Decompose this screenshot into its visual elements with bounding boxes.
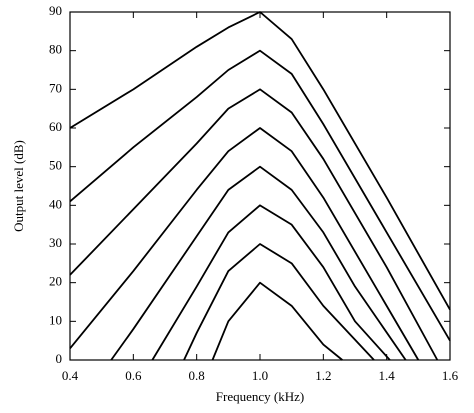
y-tick-label: 10 bbox=[49, 312, 62, 327]
curve bbox=[151, 204, 391, 361]
curve bbox=[211, 281, 343, 361]
curve bbox=[110, 165, 407, 361]
y-tick-label: 20 bbox=[49, 274, 62, 289]
x-tick-label: 1.2 bbox=[315, 368, 331, 383]
curve bbox=[69, 127, 420, 361]
y-tick-label: 90 bbox=[49, 3, 62, 18]
curve bbox=[183, 243, 375, 361]
x-axis-label: Frequency (kHz) bbox=[216, 389, 304, 404]
y-tick-label: 30 bbox=[49, 235, 62, 250]
curve bbox=[69, 49, 451, 342]
curve bbox=[69, 88, 439, 361]
y-tick-label: 50 bbox=[49, 158, 62, 173]
x-tick-label: 0.8 bbox=[189, 368, 205, 383]
x-tick-label: 0.6 bbox=[125, 368, 142, 383]
x-tick-label: 1.0 bbox=[252, 368, 268, 383]
x-tick-label: 1.6 bbox=[442, 368, 459, 383]
y-axis-label: Output level (dB) bbox=[11, 140, 26, 232]
curve bbox=[69, 11, 451, 311]
plot-frame bbox=[69, 11, 451, 361]
x-tick-label: 1.4 bbox=[379, 368, 396, 383]
y-tick-label: 40 bbox=[49, 196, 62, 211]
y-tick-label: 70 bbox=[49, 80, 62, 95]
y-tick-label: 80 bbox=[49, 42, 62, 57]
y-tick-label: 0 bbox=[56, 351, 63, 366]
y-tick-label: 60 bbox=[49, 119, 62, 134]
x-tick-label: 0.4 bbox=[62, 368, 79, 383]
